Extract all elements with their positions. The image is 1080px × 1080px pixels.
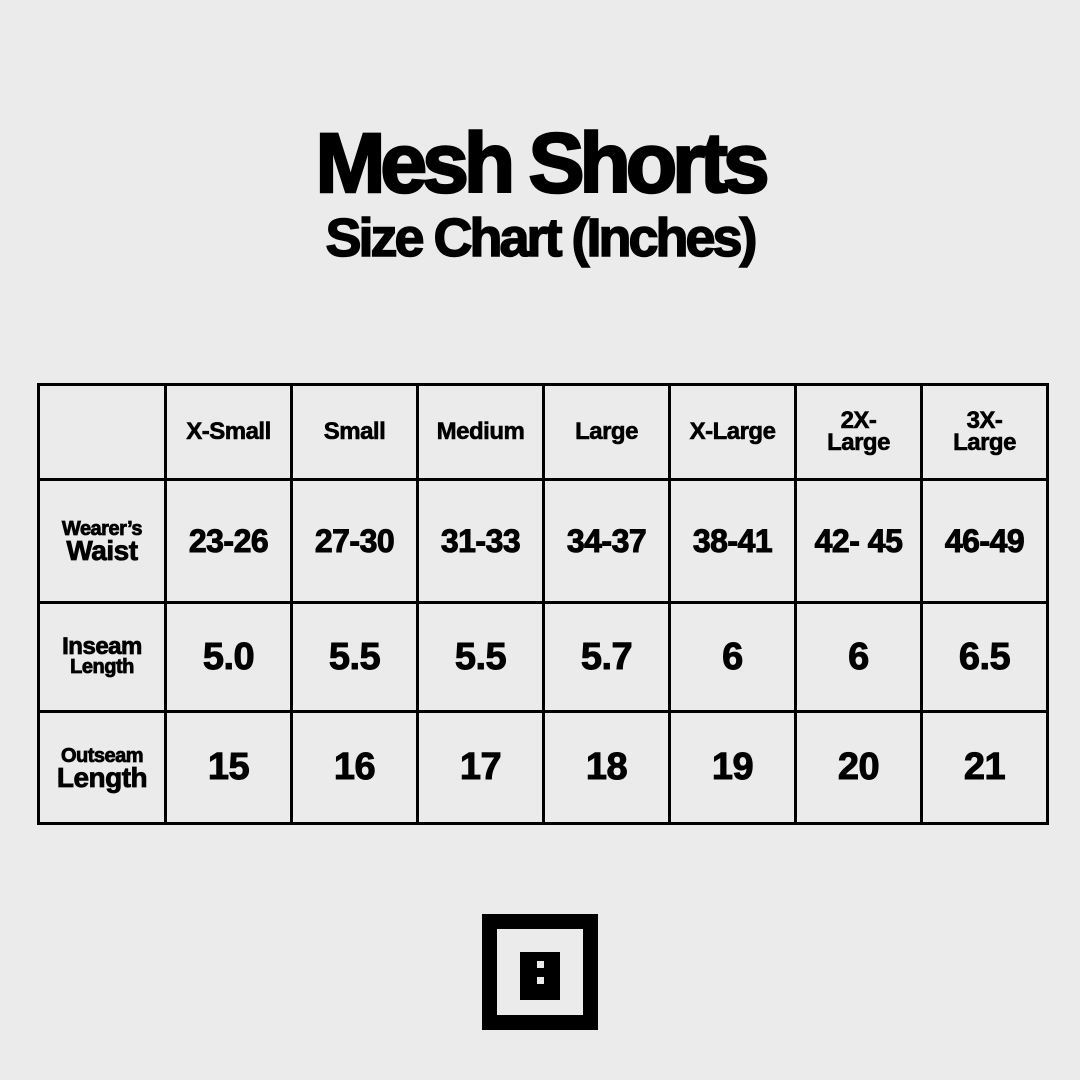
table-cell: 38-41 [668,478,797,604]
column-header: Small [290,383,419,481]
table-cell: 46-49 [920,478,1049,604]
table-cell: 5.0 [164,601,293,713]
column-header: 2X- Large [794,383,923,481]
s-square-logo-icon [482,914,598,1030]
table-cell: 6 [794,601,923,713]
page-subtitle: Size Chart (Inches) [325,207,759,269]
column-header: Large [542,383,671,481]
table-row: Inseam Length 5.0 5.5 5.5 5.7 6 6 6.5 [37,601,1049,713]
row-label-bottom: Waist [66,535,138,566]
table-cell: 5.5 [416,601,545,713]
table-cell: 18 [542,710,671,825]
table-cell: 34-37 [542,478,671,604]
table-row: Wearer’s Waist 23-26 27-30 31-33 34-37 38… [37,478,1049,604]
table-cell: 21 [920,710,1049,825]
table-cell: 20 [794,710,923,825]
table-cell: 23-26 [164,478,293,604]
row-label-bottom: Length [70,656,135,678]
table-cell: 5.5 [290,601,419,713]
page-title: Mesh Shorts [314,116,771,210]
table-cell: 6 [668,601,797,713]
corner-cell [37,383,167,481]
table-cell: 31-33 [416,478,545,604]
row-label-bottom: Length [56,761,148,793]
row-label: Outseam Length [37,710,167,825]
row-label: Wearer’s Waist [37,478,167,604]
column-header: X-Small [164,383,293,481]
column-header: 3X- Large [920,383,1049,481]
table-cell: 19 [668,710,797,825]
row-label: Inseam Length [37,601,167,713]
table-cell: 16 [290,710,419,825]
table-cell: 5.7 [542,601,671,713]
header-row: X-Small Small Medium Large X-Large 2X- L… [37,383,1049,481]
table-cell: 17 [416,710,545,825]
row-label-top: Outseam [60,744,144,767]
row-label-top: Inseam [62,633,143,660]
size-chart-table: X-Small Small Medium Large X-Large 2X- L… [37,383,1049,825]
table-cell: 15 [164,710,293,825]
table-cell: 27-30 [290,478,419,604]
column-header: Medium [416,383,545,481]
table-cell: 6.5 [920,601,1049,713]
table-row: Outseam Length 15 16 17 18 19 20 21 [37,710,1049,825]
table-cell: 42- 45 [794,478,923,604]
row-label-top: Wearer’s [61,518,143,540]
column-header: X-Large [668,383,797,481]
